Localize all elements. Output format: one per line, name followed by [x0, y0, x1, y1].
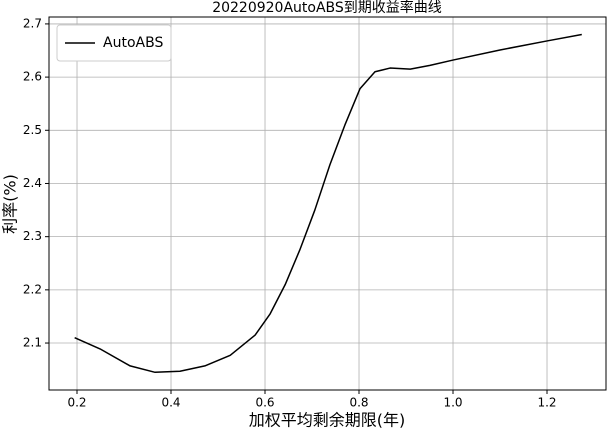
x-axis-label: 加权平均剩余期限(年) [249, 411, 406, 430]
x-tick-label: 0.2 [67, 396, 86, 410]
legend-label: AutoABS [103, 35, 163, 51]
chart-title: 20220920AutoABS到期收益率曲线 [212, 0, 442, 16]
y-axis-label: 利率(%) [1, 174, 20, 234]
y-tick-label: 2.5 [23, 123, 42, 137]
y-tick-label: 2.3 [23, 229, 42, 243]
x-tick-label: 0.6 [255, 396, 274, 410]
x-tick-label: 1.2 [537, 396, 556, 410]
plot-frame [48, 16, 607, 391]
y-tick-label: 2.6 [23, 70, 42, 84]
y-tick-label: 2.2 [23, 282, 42, 296]
y-tick-label: 2.1 [23, 336, 42, 350]
x-tick-label: 0.8 [349, 396, 368, 410]
x-tick-label: 0.4 [161, 396, 180, 410]
line [74, 33, 582, 374]
y-tick-label: 2.7 [23, 16, 42, 30]
y-tick-label: 2.4 [23, 176, 42, 190]
legend-box [56, 24, 172, 62]
x-tick-label: 1.0 [443, 396, 462, 410]
